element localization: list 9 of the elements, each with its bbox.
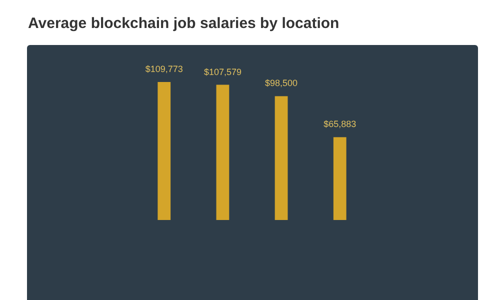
data-label: $109,773	[145, 64, 183, 74]
data-label: $98,500	[265, 78, 298, 88]
data-label: $107,579	[204, 66, 242, 77]
bar	[333, 137, 346, 220]
bar	[158, 82, 171, 220]
data-label: $65,883	[324, 119, 356, 130]
chart-title: Average blockchain job salaries by location	[28, 15, 340, 32]
bar	[274, 96, 288, 220]
bar	[216, 84, 230, 220]
